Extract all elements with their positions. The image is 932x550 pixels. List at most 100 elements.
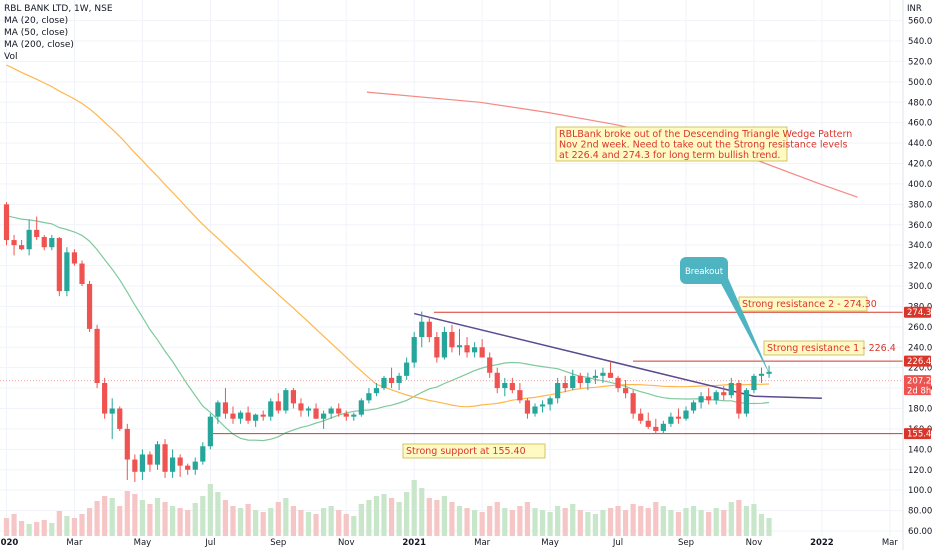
price-tick-label: 340.00 xyxy=(908,241,932,251)
volume-bar xyxy=(653,502,659,536)
time-tick-label: Nov xyxy=(338,538,355,548)
candle-body xyxy=(600,372,606,376)
time-tick-label: May xyxy=(134,538,152,548)
price-tick-label: 60.00 xyxy=(908,527,932,537)
resistance-2-label: Strong resistance 2 - 274.30 xyxy=(742,299,877,310)
volume-bar xyxy=(638,506,644,536)
volume-bar xyxy=(64,516,70,536)
volume-bar xyxy=(592,514,598,536)
candle-body xyxy=(215,402,221,417)
volume-bar xyxy=(555,506,561,536)
candle-body xyxy=(434,337,440,358)
annotations: RBLBank broke out of the Descending Tria… xyxy=(402,126,896,459)
volume-bar xyxy=(102,496,108,536)
candle-body xyxy=(585,377,591,383)
volume-bar xyxy=(19,521,25,536)
ma20-legend[interactable]: MA (20, close) xyxy=(4,16,69,26)
volume-bar xyxy=(343,514,349,536)
price-tick-label: 300.00 xyxy=(908,282,932,292)
candle-body xyxy=(555,382,561,399)
candle-body xyxy=(743,390,749,414)
candle-body xyxy=(245,412,251,421)
volume-bar xyxy=(743,506,749,536)
volume-bar xyxy=(79,514,85,536)
time-tick-label: Sep xyxy=(678,538,694,548)
candle-body xyxy=(736,382,742,414)
candle-body xyxy=(34,229,40,238)
volume-bar xyxy=(71,518,78,536)
volume-bar xyxy=(170,506,176,536)
volume-bar xyxy=(154,498,161,536)
candle-body xyxy=(275,401,281,411)
candle-body xyxy=(56,238,62,292)
volume-bar xyxy=(162,502,168,536)
tag-last-bg xyxy=(904,375,931,396)
candle-body xyxy=(358,400,364,415)
time-tick-label: May xyxy=(541,538,559,548)
volume-bar xyxy=(207,484,213,536)
candle-body xyxy=(623,388,629,394)
price-tick-label: 260.00 xyxy=(908,323,932,333)
volume-bar xyxy=(668,510,674,536)
tag-r2-bg xyxy=(904,306,931,318)
time-tick-label: Mar xyxy=(474,538,491,548)
candle-body xyxy=(230,413,236,419)
price-tick-label: 180.00 xyxy=(908,405,932,415)
candle-body xyxy=(94,328,100,383)
price-tick-label: 480.00 xyxy=(908,98,932,108)
volume-bar xyxy=(215,492,221,536)
descending-trendline xyxy=(414,312,822,400)
price-tick-label: 120.00 xyxy=(908,466,932,476)
symbol-title[interactable]: RBL BANK LTD, 1W, NSE xyxy=(4,4,113,14)
candle-body xyxy=(49,238,55,248)
candle-body xyxy=(472,347,478,353)
volume-bar xyxy=(607,508,614,536)
price-axis[interactable]: 60.0080.00100.00120.00140.00160.00180.00… xyxy=(902,0,932,550)
candle-body xyxy=(690,402,697,411)
note-box xyxy=(555,126,788,162)
tag-r2: 274.30 xyxy=(907,308,932,318)
candle-body xyxy=(109,408,115,414)
volume-bars xyxy=(3,480,772,536)
volume-bar xyxy=(147,504,153,536)
candle-body xyxy=(509,382,515,391)
volume-bar xyxy=(34,522,40,536)
candle-body xyxy=(668,416,674,424)
ma50-legend[interactable]: MA (50, close) xyxy=(4,28,69,38)
volume-bar xyxy=(713,508,719,536)
vol-legend[interactable]: Vol xyxy=(4,52,18,62)
volume-bar xyxy=(562,508,568,536)
note-line-2: Nov 2nd week. Need to take out the Stron… xyxy=(559,140,848,151)
ma200-legend[interactable]: MA (200, close) xyxy=(4,40,74,50)
levels xyxy=(0,311,903,435)
candle-body xyxy=(547,398,553,405)
candle-body xyxy=(64,252,70,292)
note-line-3: at 226.4 and 274.3 for long term bullish… xyxy=(559,150,780,161)
candle-body xyxy=(517,390,523,401)
volume-bar xyxy=(373,496,380,536)
volume-bar xyxy=(313,514,319,536)
volume-bar xyxy=(660,506,666,536)
volume-bar xyxy=(509,510,515,536)
candle-body xyxy=(683,410,689,419)
price-tick-label: 440.00 xyxy=(908,139,932,149)
volume-bar xyxy=(706,512,712,536)
candle-body xyxy=(139,454,145,472)
volume-bar xyxy=(41,520,47,536)
time-tick-label: 2021 xyxy=(402,538,426,548)
candle-body xyxy=(328,408,334,414)
volume-bar xyxy=(185,510,191,536)
volume-bar xyxy=(253,510,259,536)
tag-support: 155.40 xyxy=(907,430,932,440)
volume-bar xyxy=(305,512,312,536)
volume-bar xyxy=(434,500,440,536)
candle-body xyxy=(562,382,568,389)
tag-r1-bg xyxy=(904,355,931,367)
volume-bar xyxy=(358,504,364,536)
candle-body xyxy=(71,252,78,264)
tag-last-countdown: 2d 8h xyxy=(907,387,931,397)
volume-bar xyxy=(275,502,281,536)
volume-bar xyxy=(539,510,546,536)
time-axis[interactable]: 2020 Mar May Jul Sep Nov 2021 Mar May Jul Sep Nov 20… xyxy=(0,538,898,548)
